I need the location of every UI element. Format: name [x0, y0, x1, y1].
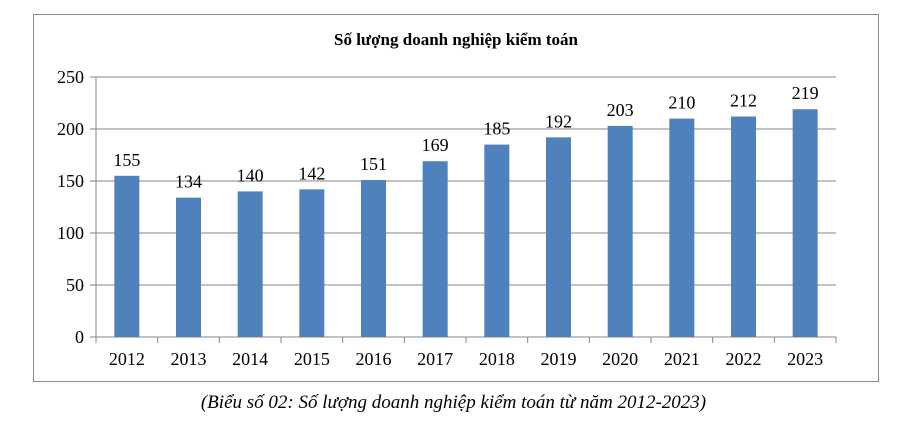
figure-caption: (Biểu số 02: Số lượng doanh nghiệp kiểm … — [200, 392, 707, 413]
bar-2013 — [176, 197, 201, 337]
bar-2023 — [792, 109, 818, 338]
data-label: 192 — [545, 111, 572, 131]
x-tick-label: 2013 — [171, 349, 207, 369]
bar-2018 — [484, 144, 510, 337]
data-label: 155 — [113, 150, 140, 170]
x-tick-label: 2022 — [726, 349, 762, 369]
bar-2015 — [299, 189, 325, 337]
y-tick-label: 250 — [57, 67, 84, 87]
bar-2022 — [731, 116, 756, 338]
x-tick-label: 2020 — [602, 349, 638, 369]
bar-2012 — [114, 175, 140, 337]
x-tick-label: 2014 — [232, 349, 268, 369]
bar-2020 — [607, 125, 633, 337]
chart-title: Số lượng doanh nghiệp kiểm toán — [334, 30, 578, 49]
y-tick-label: 100 — [57, 223, 84, 243]
data-label: 219 — [792, 83, 819, 103]
bar-2021 — [669, 118, 695, 337]
data-label: 185 — [483, 119, 510, 139]
data-label: 169 — [422, 135, 449, 155]
x-tick-label: 2019 — [541, 349, 577, 369]
data-label: 142 — [298, 163, 325, 183]
y-tick-label: 200 — [57, 119, 84, 139]
x-tick-label: 2018 — [479, 349, 515, 369]
x-tick-label: 2023 — [787, 349, 823, 369]
data-label: 203 — [607, 100, 634, 120]
y-tick-label: 0 — [75, 327, 84, 347]
data-label: 134 — [175, 172, 202, 192]
x-tick-label: 2017 — [417, 349, 453, 369]
x-tick-label: 2021 — [664, 349, 700, 369]
bar-2014 — [237, 191, 263, 337]
data-label: 151 — [360, 154, 387, 174]
chart-frame — [33, 14, 879, 382]
x-tick-label: 2016 — [356, 349, 392, 369]
data-label: 212 — [730, 91, 757, 111]
bar-2017 — [422, 161, 448, 337]
bar-2019 — [546, 137, 571, 337]
x-tick-label: 2012 — [109, 349, 145, 369]
x-tick-label: 2015 — [294, 349, 330, 369]
bar-chart: 0 50 100 150 200 250 155 2012 134 2013 140 2014 142 2… — [57, 67, 837, 369]
y-tick-label: 50 — [66, 275, 84, 295]
data-label: 140 — [237, 165, 264, 185]
y-tick-label: 150 — [57, 171, 84, 191]
data-label: 210 — [668, 93, 695, 113]
bar-2016 — [361, 179, 386, 337]
